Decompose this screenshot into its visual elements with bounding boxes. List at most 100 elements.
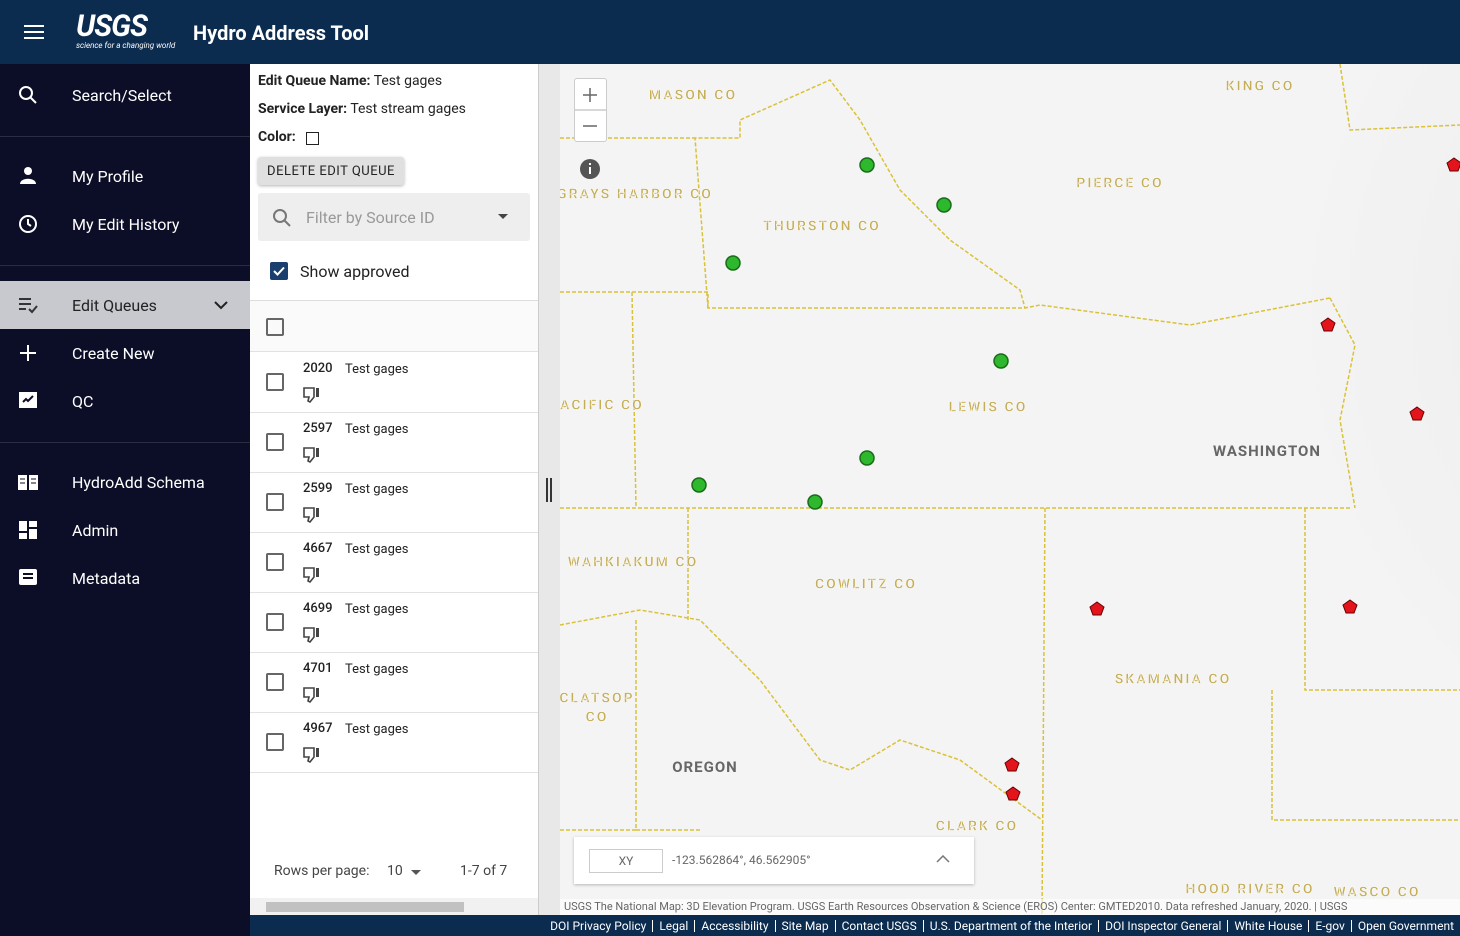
- queue-row[interactable]: 2597 Test gages: [250, 412, 538, 473]
- divider: [0, 136, 250, 137]
- nav-label: QC: [72, 391, 94, 411]
- checkbox[interactable]: [266, 433, 284, 451]
- thumb-down-icon[interactable]: [302, 746, 322, 764]
- footer-link[interactable]: White House: [1227, 919, 1308, 932]
- map-label: PIERCE CO: [1076, 176, 1163, 192]
- nav-item[interactable]: HydroAdd Schema: [0, 458, 250, 506]
- coord-mode[interactable]: XY: [589, 849, 663, 873]
- queue-row[interactable]: 4699 Test gages: [250, 592, 538, 653]
- footer-link[interactable]: Legal: [652, 919, 694, 932]
- pagination-range: 1-7 of 7: [460, 863, 508, 879]
- label: Service Layer:: [258, 101, 348, 117]
- checkbox[interactable]: [266, 733, 284, 751]
- dropdown-arrow: [498, 214, 508, 219]
- map-label: LEWIS CO: [949, 400, 1028, 416]
- nav-item[interactable]: QC: [0, 377, 250, 425]
- filter-select[interactable]: Filter by Source ID: [258, 193, 530, 241]
- delete-button[interactable]: DELETE EDIT QUEUE: [258, 157, 404, 185]
- app-title: Hydro Address Tool: [193, 21, 370, 45]
- thumb-down-icon[interactable]: [302, 626, 322, 644]
- queue-name: Test gages: [345, 542, 409, 557]
- checkbox[interactable]: [266, 613, 284, 631]
- info-button[interactable]: [579, 158, 601, 180]
- queue-row[interactable]: 4967 Test gages: [250, 712, 538, 773]
- thumb-down-icon[interactable]: [302, 386, 322, 404]
- footer-link[interactable]: DOI Privacy Policy: [550, 918, 647, 933]
- queue-row[interactable]: 2020 Test gages: [250, 352, 538, 413]
- nav-label: Admin: [72, 520, 119, 540]
- map-layer: MASON CO KING CO GRAYS HARBOR CO THURSTON C…: [560, 64, 1460, 915]
- nav-label: Create New: [72, 343, 155, 363]
- h-scrollbar[interactable]: [250, 898, 538, 915]
- source-id: 2599: [303, 481, 333, 496]
- footer-link[interactable]: Contact USGS: [834, 919, 923, 932]
- footer-link[interactable]: Open Government: [1350, 919, 1460, 932]
- nav-item[interactable]: Create New: [0, 329, 250, 377]
- divider: [0, 442, 250, 443]
- checkbox[interactable]: [266, 673, 284, 691]
- queue-row[interactable]: 4701 Test gages: [250, 652, 538, 713]
- coordinates: -123.562864°, 46.562905°: [672, 853, 811, 867]
- nav-item[interactable]: My Profile: [0, 152, 250, 200]
- chevron: [214, 300, 228, 309]
- divider: [0, 265, 250, 266]
- color-swatch[interactable]: [306, 132, 319, 145]
- filter-placeholder: Filter by Source ID: [306, 208, 435, 227]
- map-label: CO: [586, 710, 609, 726]
- nav-icon: [18, 475, 38, 490]
- thumb-down-icon[interactable]: [302, 506, 322, 524]
- queue-row[interactable]: 4667 Test gages: [250, 532, 538, 593]
- label: Edit Queue Name:: [258, 73, 371, 89]
- checkbox[interactable]: [266, 553, 284, 571]
- nav-item[interactable]: Search/Select: [0, 71, 250, 119]
- footer-link[interactable]: U.S. Department of the Interior: [922, 919, 1098, 932]
- logo-tagline: science for a changing world: [76, 41, 176, 50]
- nav-item[interactable]: Admin: [0, 506, 250, 554]
- queue-row[interactable]: 2599 Test gages: [250, 472, 538, 533]
- queue-name: Test gages: [345, 362, 409, 377]
- source-id: 2020: [303, 361, 333, 376]
- thumb-down-icon[interactable]: [302, 446, 322, 464]
- coordinate-widget: XY -123.562864°, 46.562905°: [574, 837, 974, 884]
- nav-item[interactable]: My Edit History: [0, 200, 250, 248]
- map-label: SKAMANIA CO: [1115, 672, 1232, 688]
- footer-link[interactable]: Site Map: [774, 919, 835, 932]
- nav-icon: [20, 167, 36, 184]
- checkbox[interactable]: [266, 373, 284, 391]
- sidebar: Search/Select My Profile My Edit History Ed…: [0, 64, 250, 936]
- footer-link[interactable]: DOI Inspector General: [1098, 919, 1227, 932]
- menu-icon[interactable]: [24, 24, 46, 40]
- nav-icon: [19, 86, 37, 104]
- pending-markers: [1004, 157, 1460, 801]
- nav-item[interactable]: Metadata: [0, 554, 250, 602]
- map-label: PACIFIC CO: [560, 398, 644, 414]
- checkbox-checked[interactable]: [270, 262, 288, 280]
- queue-name: Test gages: [345, 722, 409, 737]
- nav-item[interactable]: Edit Queues: [0, 281, 250, 329]
- footer-link[interactable]: E-gov: [1308, 919, 1350, 932]
- map-label: CLATSOP: [560, 691, 635, 707]
- thumb-down-icon[interactable]: [302, 686, 322, 704]
- nav-icon: [20, 345, 36, 361]
- source-id: 4699: [303, 601, 333, 616]
- footer: DOI Privacy Policy Legal Accessibility Site…: [250, 915, 1460, 936]
- header: USGS science for a changing world Hydro …: [0, 0, 1460, 64]
- map-label: MASON CO: [649, 88, 737, 104]
- expand-arrow[interactable]: [936, 855, 950, 863]
- checkbox[interactable]: [266, 318, 284, 336]
- map-label: HOOD RIVER CO: [1185, 882, 1314, 898]
- label: Color:: [258, 129, 296, 145]
- zoom-control: [574, 78, 607, 142]
- queue-name: Test gages: [345, 662, 409, 677]
- map[interactable]: MASON CO KING CO GRAYS HARBOR CO THURSTON C…: [560, 64, 1460, 915]
- map-label: COWLITZ CO: [815, 577, 917, 593]
- nav-label: My Edit History: [72, 214, 180, 234]
- rows-per-page-select[interactable]: 10: [387, 863, 403, 879]
- thumb-down-icon[interactable]: [302, 566, 322, 584]
- source-id: 4967: [303, 721, 333, 736]
- checkbox[interactable]: [266, 493, 284, 511]
- nav-label: Metadata: [72, 568, 141, 588]
- footer-link[interactable]: Accessibility: [694, 919, 774, 932]
- splitter[interactable]: [538, 64, 561, 915]
- logo[interactable]: USGS: [76, 9, 148, 44]
